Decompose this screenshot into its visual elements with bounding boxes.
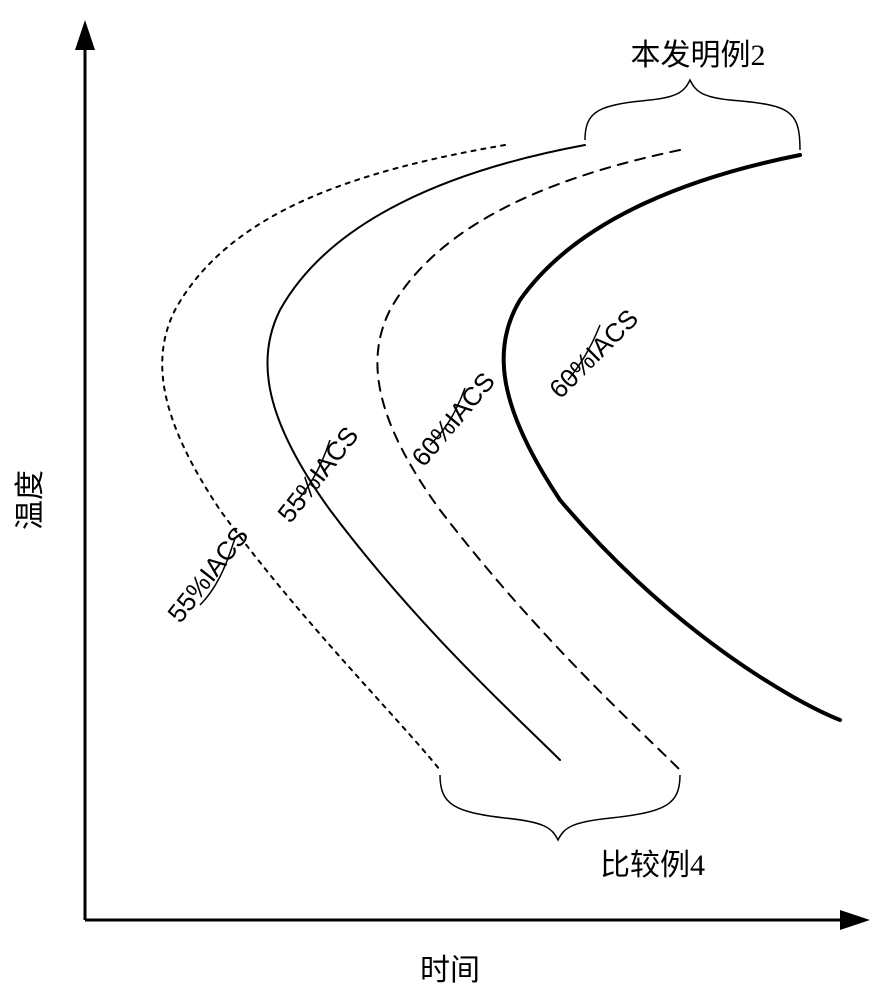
label-comp-60: 60%IACS bbox=[405, 366, 500, 472]
label-comp-55: 55%IACS bbox=[161, 521, 254, 628]
y-axis-arrow bbox=[75, 20, 95, 50]
y-axis-label: 温度 bbox=[14, 470, 47, 530]
chart-container: { "chart": { "type": "line", "background… bbox=[0, 0, 883, 1000]
label-inv-60: 60%IACS bbox=[543, 303, 644, 404]
legend-invention-bracket bbox=[585, 80, 800, 150]
x-axis-label: 时间 bbox=[420, 954, 480, 987]
curve-invention-60 bbox=[504, 155, 840, 720]
legend-comparison-bracket bbox=[440, 775, 680, 840]
chart-svg: 时间 温度 本发明例2 比较例4 55%IACS 55%IACS 60%IACS… bbox=[0, 0, 883, 1000]
legend-invention-label: 本发明例2 bbox=[631, 39, 766, 72]
legend-comparison-label: 比较例4 bbox=[600, 849, 705, 882]
x-axis-arrow bbox=[840, 910, 870, 930]
